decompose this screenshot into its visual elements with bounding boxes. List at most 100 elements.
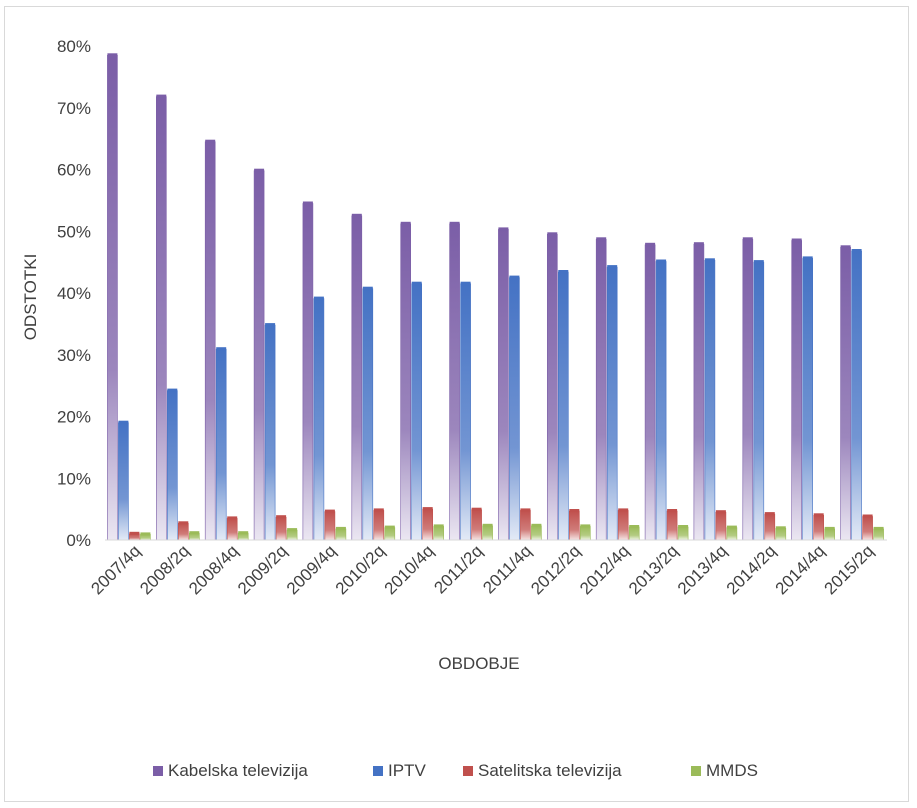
bar-cap [287,528,298,532]
x-tick-label: 2014/2q [723,541,780,598]
bar-cap [411,281,422,285]
bar-cap [422,507,433,511]
bar-mmds [384,527,396,541]
bar-satelitska-televizija [226,518,238,541]
bar-cap [400,221,411,225]
x-tick-label: 2012/4q [576,541,633,598]
bar-iptv [215,348,227,541]
bar-kabelska-televizija [546,234,558,541]
bar-cap [373,508,384,512]
bar-kabelska-televizija [107,54,118,541]
bar-cap [118,420,129,424]
bar-cap [629,525,640,528]
bar-satelitska-televizija [617,510,629,541]
bar-cap [791,238,802,242]
x-tick-label: 2009/2q [234,541,291,598]
x-tick-label: 2011/4q [479,541,535,597]
legend: Kabelska televizija IPTV Satelitska televi… [153,761,758,780]
bar-cap [205,139,216,143]
bar-mmds [237,532,249,541]
bar-cap [335,526,346,530]
bar-kabelska-televizija [351,215,363,541]
bar-satelitska-televizija [178,522,189,541]
y-tick-label: 60% [57,161,91,180]
bar-iptv [264,324,276,541]
x-tick-label: 2010/4q [381,541,438,598]
bar-cap [704,258,715,262]
bar-cap [482,523,493,527]
bar-mmds [775,527,787,541]
bar-mmds [335,528,347,541]
bar-kabelska-televizija [253,170,265,541]
y-tick-label: 30% [57,346,91,365]
x-tick-label: 2008/4q [185,541,242,598]
bar-satelitska-televizija [520,510,531,541]
legend-label: IPTV [388,761,426,780]
bar-satelitska-televizija [813,514,825,541]
bar-kabelska-televizija [204,141,216,541]
bar-cap [276,515,287,519]
bar-cap [107,53,118,57]
y-tick-label: 0% [66,531,91,550]
bar-satelitska-televizija [666,510,678,541]
bar-cap [596,237,607,241]
bar-mmds [286,529,298,541]
x-tick-label: 2014/4q [772,541,829,598]
bar-kabelska-televizija [742,239,754,541]
bar-cap [715,510,726,514]
y-axis-ticks: 0% 10% 20% 30% 40% 50% 60% 70% 80% [57,37,91,550]
bar-cap [764,512,775,516]
legend-swatch [463,766,473,776]
bar-mmds [189,532,200,541]
bar-kabelska-televizija [498,229,509,541]
bar-mmds [628,526,640,541]
bar-cap [775,526,786,530]
bar-cap [129,531,140,535]
x-tick-label: 2011/2q [430,541,486,597]
bar-iptv [509,277,520,541]
bar-cap [520,508,531,512]
bar-cap [618,508,629,512]
bar-iptv [655,261,667,541]
bar-iptv [557,271,569,541]
x-tick-label: 2010/2q [332,541,389,598]
bar-kabelska-televizija [449,223,460,541]
bar-cap [742,237,753,241]
legend-swatch [691,766,701,776]
bar-satelitska-televizija [373,510,385,541]
bar-mmds [726,527,738,541]
bar-cap [302,201,313,205]
bar-satelitska-televizija [764,513,776,541]
bar-cap [656,259,667,263]
legend-swatch [153,766,163,776]
bar-iptv [704,260,716,541]
bar-cap [384,525,395,529]
x-tick-label: 2009/4q [283,541,340,598]
bar-satelitska-televizija [471,509,482,541]
bar-cap [156,94,167,98]
bar-iptv [313,298,325,541]
bar-cap [362,286,373,290]
bar-cap [840,245,851,249]
bar-cap [862,514,873,518]
x-tick-label: 2007/4q [87,541,144,598]
bar-mmds [531,525,542,541]
bar-kabelska-televizija [156,96,167,541]
bar-cap [140,532,151,536]
y-tick-label: 40% [57,284,91,303]
y-tick-label: 20% [57,408,91,427]
bar-mmds [433,526,445,541]
bar-mmds [677,526,689,541]
bar-satelitska-televizija [715,511,727,541]
bar-iptv [802,258,814,541]
bar-cap [726,525,737,529]
bar-mmds [579,526,591,541]
bar-satelitska-televizija [422,508,434,541]
bar-satelitska-televizija [568,510,580,541]
bar-cap [851,249,862,252]
bar-cap [547,232,558,236]
bar-cap [580,524,591,528]
bar-kabelska-televizija [693,243,705,541]
bar-cap [693,242,704,246]
bar-cap [753,260,764,264]
